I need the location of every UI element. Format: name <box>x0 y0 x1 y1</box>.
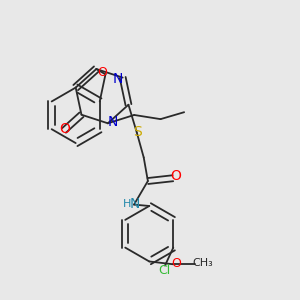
Text: O: O <box>59 122 70 136</box>
Text: O: O <box>170 169 181 183</box>
Text: N: N <box>112 72 123 86</box>
Text: S: S <box>134 125 142 140</box>
Text: N: N <box>108 115 118 129</box>
Text: H: H <box>123 199 131 208</box>
Text: O: O <box>98 66 107 79</box>
Text: Cl: Cl <box>158 264 170 277</box>
Text: N: N <box>130 196 140 211</box>
Text: O: O <box>171 257 181 270</box>
Text: CH₃: CH₃ <box>193 258 213 268</box>
